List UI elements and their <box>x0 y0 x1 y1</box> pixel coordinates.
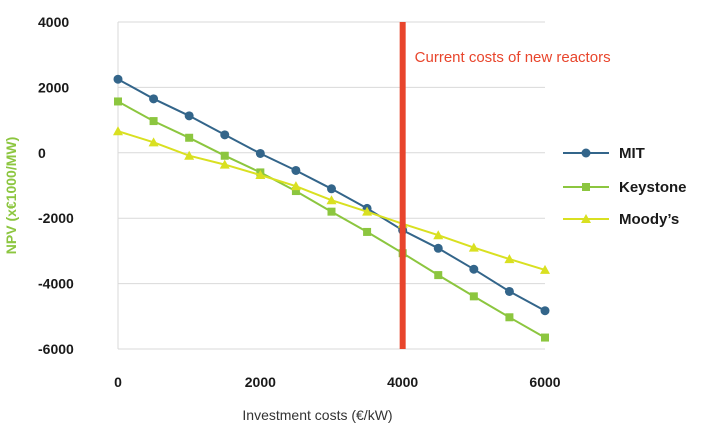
data-point <box>504 254 515 264</box>
legend-marker <box>582 183 590 191</box>
y-tick-label: -4000 <box>38 276 74 292</box>
legend-label: MIT <box>619 145 645 162</box>
data-point <box>220 151 229 160</box>
y-tick-label: 2000 <box>38 79 69 95</box>
data-point <box>504 286 514 296</box>
x-axis-label: Investment costs (€/kW) <box>242 407 392 423</box>
data-point <box>433 243 443 253</box>
y-axis-label: NPV (x€1000/MW) <box>3 137 19 254</box>
data-point <box>326 195 337 205</box>
data-point <box>148 137 159 147</box>
data-point <box>220 130 230 140</box>
legend-marker <box>581 148 591 158</box>
data-point <box>290 181 301 191</box>
y-tick-label: 4000 <box>38 14 69 30</box>
data-point <box>505 313 514 322</box>
data-point <box>468 242 479 252</box>
data-point <box>327 207 336 216</box>
y-tick-label: -6000 <box>38 341 74 357</box>
data-point <box>185 133 194 142</box>
legend-label: Keystone <box>619 179 687 196</box>
data-point <box>291 187 300 196</box>
data-point <box>184 150 195 160</box>
data-point <box>469 292 478 301</box>
x-tick-label: 0 <box>114 374 122 390</box>
y-tick-label: -2000 <box>38 210 74 226</box>
data-point <box>291 165 301 175</box>
series-line-mit <box>117 78 546 312</box>
data-point <box>362 206 373 216</box>
data-point <box>113 126 123 136</box>
data-point <box>540 306 550 316</box>
legend-marker <box>581 214 591 223</box>
legend-label: Moody’s <box>619 211 679 228</box>
data-point <box>363 227 372 236</box>
data-point <box>149 94 159 104</box>
x-tick-label: 4000 <box>387 374 418 390</box>
data-point <box>114 97 122 106</box>
data-point <box>469 264 479 274</box>
y-tick-label: 0 <box>38 145 46 161</box>
x-tick-label: 6000 <box>529 374 560 390</box>
data-point <box>255 170 266 180</box>
x-tick-label: 2000 <box>245 374 276 390</box>
data-point <box>149 117 158 126</box>
series-line-keystone <box>117 100 546 339</box>
annotation-label: Current costs of new reactors <box>415 49 611 66</box>
data-point <box>219 159 230 169</box>
data-point <box>541 333 549 342</box>
data-point <box>255 148 265 158</box>
data-point <box>433 230 444 240</box>
data-point <box>113 74 123 84</box>
data-point <box>434 271 443 280</box>
data-point <box>184 111 194 121</box>
data-point <box>327 184 336 194</box>
data-point <box>540 264 550 274</box>
